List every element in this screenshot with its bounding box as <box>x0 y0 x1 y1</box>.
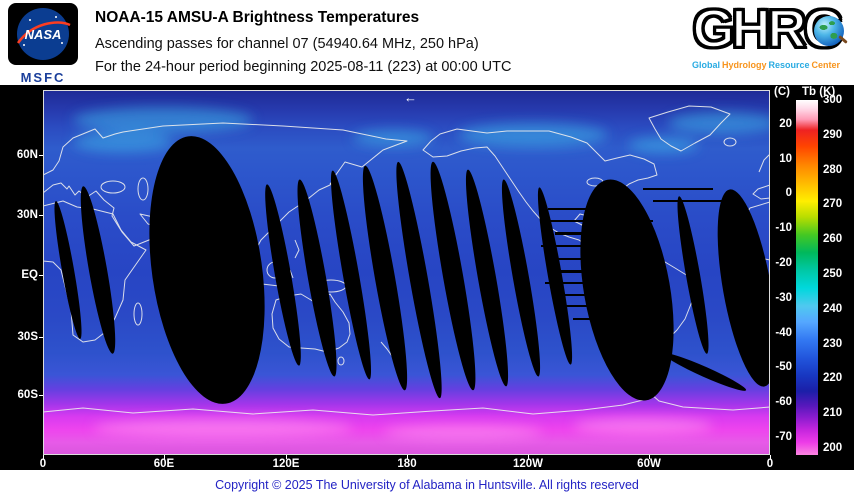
axis-tick <box>39 395 43 396</box>
ghrc-logo: GHRC Global Hydrology Resource Center <box>680 0 852 82</box>
header: NASA MSFC NOAA-15 AMSU-A Brightness Temp… <box>0 0 854 85</box>
lat-label-30N: 30N <box>16 209 38 221</box>
k-tick-270: 270 <box>823 198 843 211</box>
c-tick-20: 20 <box>779 117 792 130</box>
title-block: NOAA-15 AMSU-A Brightness Temperatures A… <box>95 9 511 82</box>
nasa-meatball-icon: NASA <box>8 3 78 65</box>
c-tick-10: 10 <box>779 152 792 165</box>
k-tick-300: 300 <box>823 94 843 106</box>
c-tick--10: -10 <box>775 222 792 235</box>
subtitle-channel: Ascending passes for channel 07 (54940.6… <box>95 36 479 52</box>
c-tick--60: -60 <box>775 396 792 409</box>
lon-label-120E-2: 120E <box>272 458 300 470</box>
k-tick-230: 230 <box>823 337 843 350</box>
axis-tick <box>286 455 287 459</box>
axis-tick <box>39 337 43 338</box>
ghrc-tagline-word: Center <box>811 60 841 70</box>
c-tick--50: -50 <box>775 361 792 374</box>
page-title: NOAA-15 AMSU-A Brightness Temperatures <box>95 9 420 26</box>
lon-label-60E-1: 60E <box>153 458 175 470</box>
lon-label-0-6: 0 <box>766 458 774 470</box>
lat-label-30S: 30S <box>17 331 38 343</box>
subtitle-period: For the 24-hour period beginning 2025-08… <box>95 59 512 75</box>
lon-label-120W-4: 120W <box>512 458 544 470</box>
k-tick-290: 290 <box>823 128 843 141</box>
c-tick-0: 0 <box>785 187 792 200</box>
c-tick--30: -30 <box>775 291 792 304</box>
footer: Copyright © 2025 The University of Alaba… <box>0 470 854 502</box>
axis-tick <box>407 455 408 459</box>
axis-tick <box>39 155 43 156</box>
lon-label-60W-5: 60W <box>637 458 661 470</box>
lon-label-0-0: 0 <box>39 458 47 470</box>
c-tick--40: -40 <box>775 326 792 339</box>
pass-direction-arrow: ← <box>404 90 417 105</box>
ghrc-tagline-word: Global <box>691 60 720 70</box>
axis-tick <box>770 455 771 459</box>
axis-tick <box>649 455 650 459</box>
axis-tick <box>39 275 43 276</box>
copyright-text: Copyright © 2025 The University of Alaba… <box>215 478 639 492</box>
nasa-logo-text: NASA <box>25 27 62 42</box>
msfc-label: MSFC <box>20 70 66 85</box>
k-tick-250: 250 <box>823 268 843 281</box>
colorbar-title-celsius: (C) <box>774 86 790 98</box>
lat-label-60S: 60S <box>17 389 38 401</box>
k-tick-220: 220 <box>823 372 843 385</box>
axis-tick <box>164 455 165 459</box>
colorbar <box>796 100 818 455</box>
lat-label-60N: 60N <box>16 149 38 161</box>
world-map <box>43 90 770 455</box>
map-panel: ← (C) Tb (K) 60N 30N EQ 30S 60S 0 60E 120E 180 12… <box>0 85 854 470</box>
axis-tick <box>39 215 43 216</box>
axis-tick <box>43 455 44 459</box>
k-tick-280: 280 <box>823 163 843 176</box>
c-tick--20: -20 <box>775 257 792 270</box>
k-tick-200: 200 <box>823 442 843 455</box>
ghrc-tagline: Global Hydrology Resource Center <box>680 60 852 70</box>
ghrc-tagline-word: Hydrology <box>721 60 767 70</box>
k-tick-210: 210 <box>823 407 843 420</box>
c-tick--70: -70 <box>775 431 792 444</box>
lat-label-EQ: EQ <box>21 269 38 281</box>
k-tick-240: 240 <box>823 302 843 315</box>
globe-icon <box>814 16 844 46</box>
ghrc-tagline-word: Resource <box>768 60 810 70</box>
axis-tick <box>528 455 529 459</box>
lon-label-180-3: 180 <box>397 458 417 470</box>
colorbar-title-kelvin: Tb (K) <box>802 86 836 98</box>
nasa-logo: NASA MSFC <box>8 3 78 85</box>
k-tick-260: 260 <box>823 233 843 246</box>
